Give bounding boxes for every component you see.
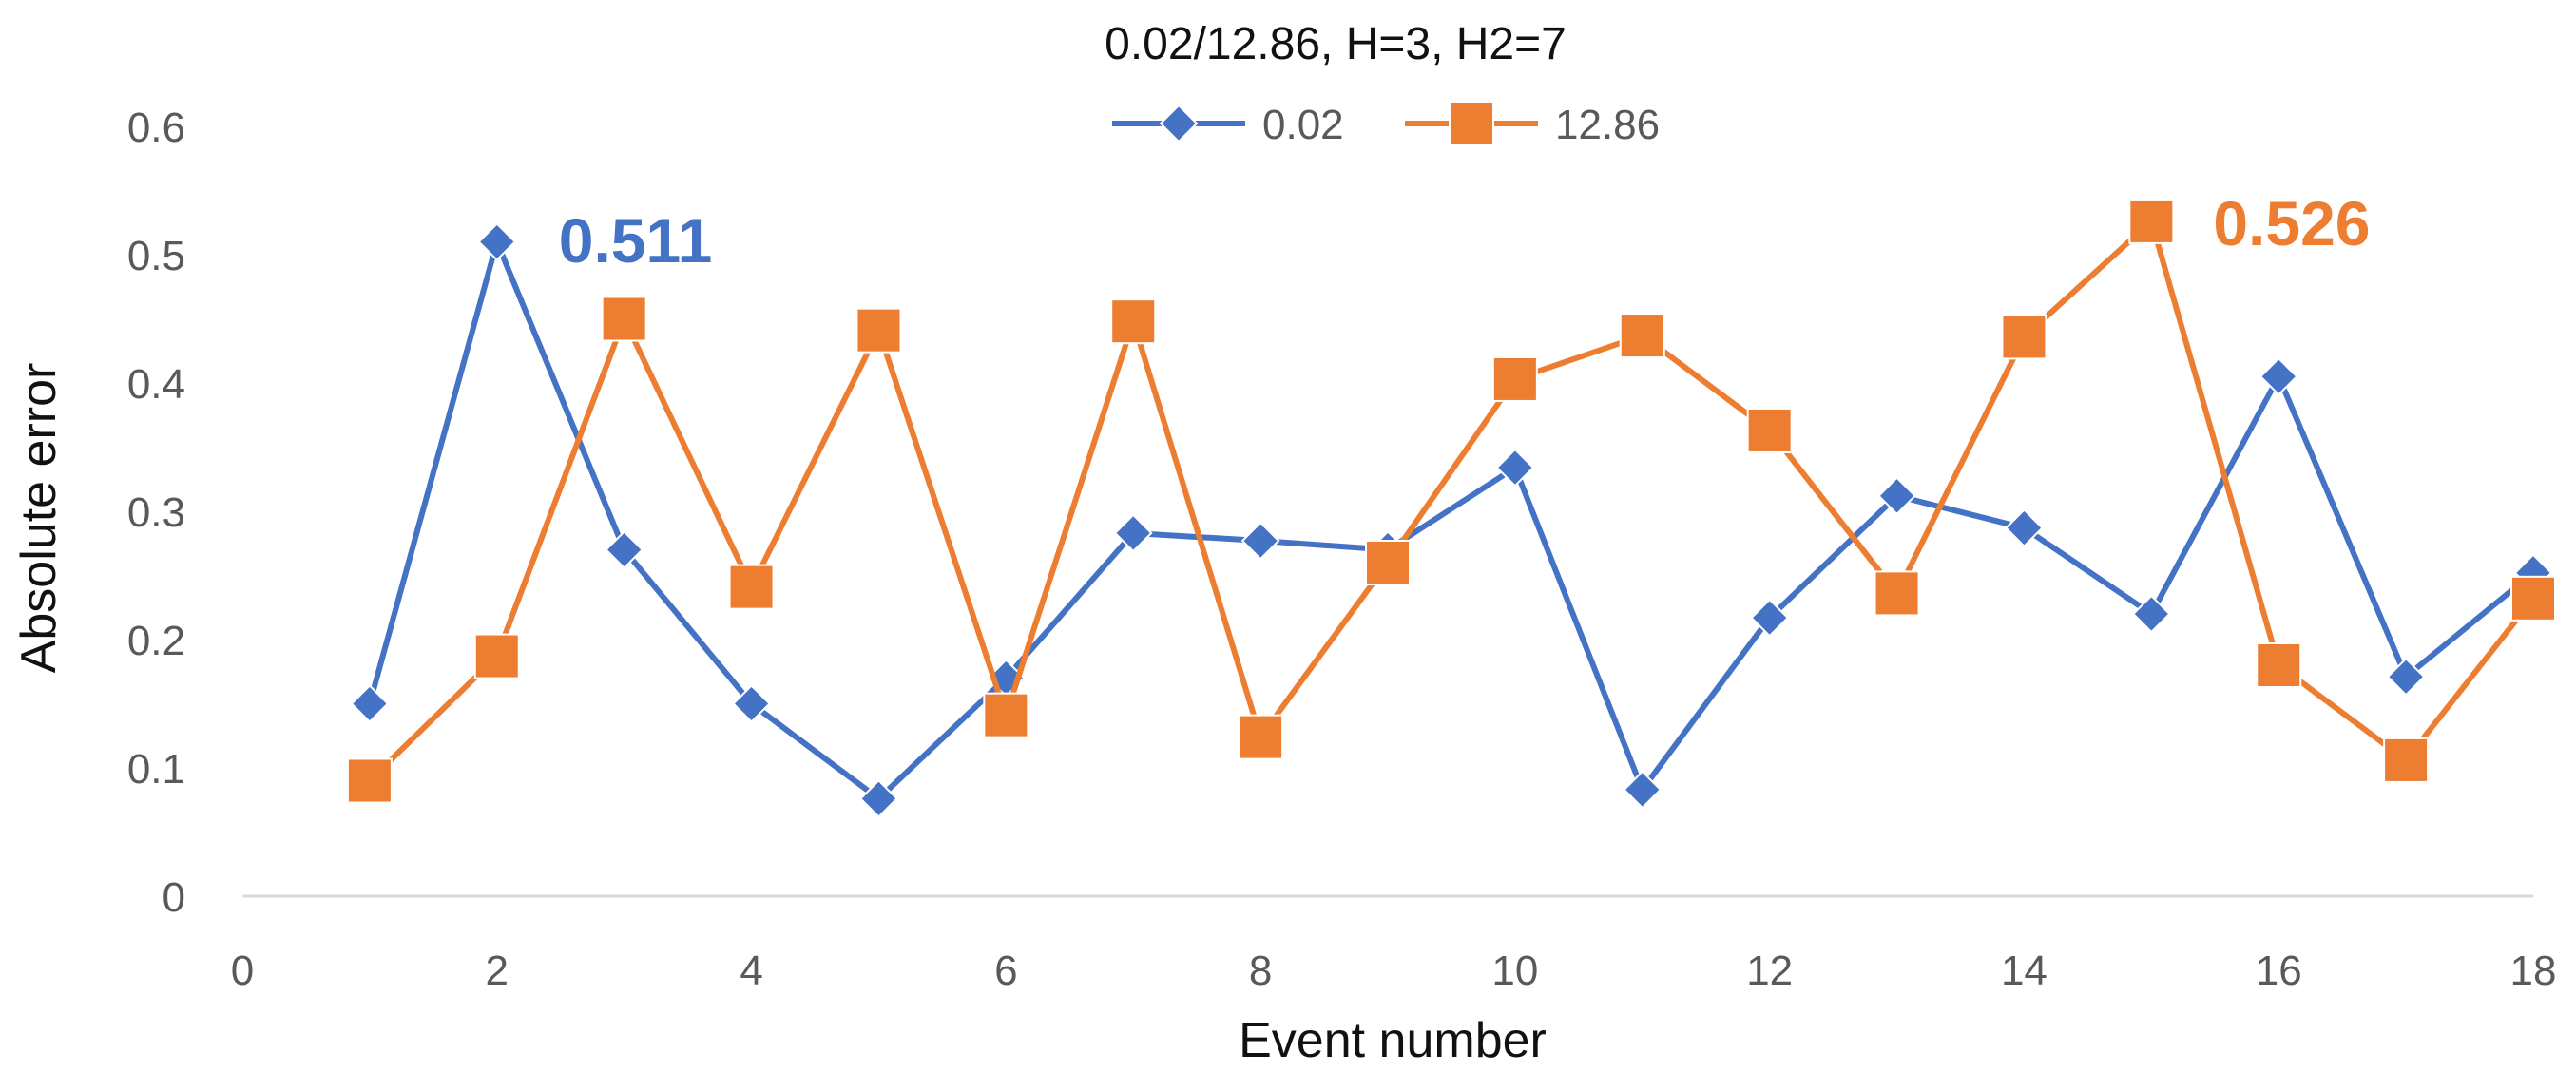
y-axis-ticks: 0 0.1 0.2 0.3 0.4 0.5 0.6 — [127, 105, 185, 921]
x-tick-label: 2 — [486, 947, 509, 994]
data-point-square — [1619, 313, 1665, 359]
data-point-diamond — [1877, 476, 1916, 516]
data-point-diamond — [477, 222, 517, 261]
data-point-diamond — [859, 778, 898, 818]
annotation-label: 0.511 — [559, 205, 713, 276]
data-point-diamond — [2259, 356, 2298, 396]
y-tick-label: 0.5 — [127, 233, 185, 279]
series-layer — [346, 198, 2556, 818]
series-line — [366, 239, 2535, 802]
legend-item: 12.86 — [1405, 101, 1660, 148]
y-tick-label: 0.2 — [127, 618, 185, 664]
data-point-square — [601, 296, 647, 342]
y-tick-label: 0.6 — [127, 105, 185, 151]
y-tick-label: 0.3 — [127, 489, 185, 536]
x-tick-label: 14 — [2001, 947, 2047, 994]
data-point-square — [1238, 714, 1284, 760]
data-point-square — [1365, 540, 1411, 585]
data-point-square — [2128, 198, 2175, 244]
data-point-diamond — [605, 530, 644, 569]
series-line — [367, 218, 2536, 783]
annotation-label: 0.526 — [2213, 188, 2370, 258]
data-point-square — [1110, 298, 1157, 345]
data-point-diamond — [1750, 598, 1790, 638]
annotation-layer: 0.511 0.526 — [559, 188, 2371, 276]
y-tick-label: 0 — [163, 874, 185, 921]
data-point-square — [346, 757, 393, 804]
data-point-square — [983, 692, 1029, 738]
data-point-square — [855, 307, 902, 354]
data-point-diamond — [1113, 513, 1153, 553]
x-axis-ticks: 0 2 4 6 8 10 12 14 16 18 — [231, 947, 2557, 994]
data-point-square — [1449, 101, 1494, 146]
legend: 0.02 12.86 — [1112, 101, 1660, 148]
data-point-diamond — [1240, 521, 1280, 561]
data-point-square — [2383, 737, 2430, 783]
x-tick-label: 18 — [2510, 947, 2557, 994]
data-point-square — [1746, 407, 1793, 453]
data-point-diamond — [732, 684, 771, 723]
series-blue — [350, 222, 2553, 818]
legend-label: 12.86 — [1555, 102, 1660, 148]
x-tick-label: 4 — [740, 947, 762, 994]
data-point-diamond — [1495, 448, 1535, 488]
data-point-square — [2001, 314, 2047, 360]
y-tick-label: 0.4 — [127, 361, 185, 408]
data-point-square — [1874, 570, 1920, 617]
data-point-square — [473, 633, 520, 679]
data-point-diamond — [2386, 657, 2426, 697]
data-point-square — [2510, 575, 2556, 622]
data-point-diamond — [2131, 594, 2171, 634]
x-tick-label: 12 — [1746, 947, 1793, 994]
data-point-diamond — [1159, 104, 1199, 144]
data-point-diamond — [1623, 770, 1663, 810]
x-tick-label: 16 — [2256, 947, 2302, 994]
chart-title: 0.02/12.86, H=3, H2=7 — [1105, 19, 1567, 69]
series-orange — [346, 198, 2556, 804]
data-point-diamond — [350, 684, 390, 723]
x-tick-label: 0 — [231, 947, 254, 994]
data-point-diamond — [2005, 508, 2044, 547]
data-point-square — [1491, 355, 1538, 402]
data-point-square — [2256, 642, 2302, 688]
x-axis-label: Event number — [1239, 1013, 1547, 1068]
x-tick-label: 8 — [1249, 947, 1272, 994]
x-tick-label: 6 — [994, 947, 1017, 994]
y-tick-label: 0.1 — [127, 746, 185, 793]
legend-item: 0.02 — [1112, 102, 1344, 148]
y-axis-label: Absolute error — [11, 363, 67, 674]
x-tick-label: 10 — [1491, 947, 1538, 994]
data-point-square — [728, 564, 775, 610]
legend-label: 0.02 — [1262, 102, 1344, 148]
